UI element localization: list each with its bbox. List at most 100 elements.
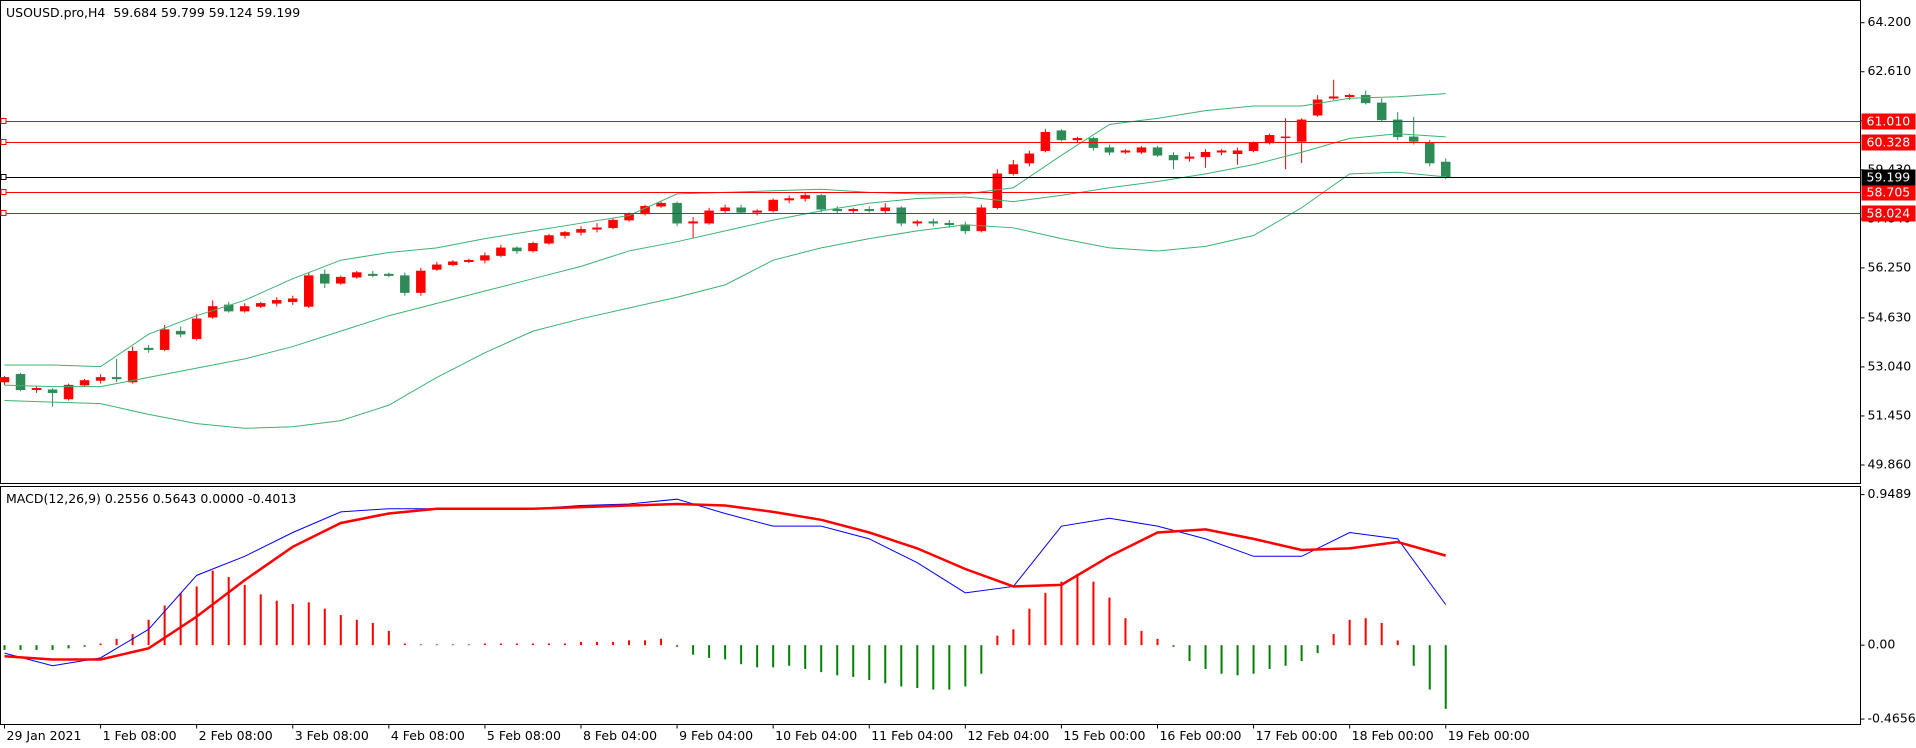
candle-body: [63, 384, 74, 400]
candle-body: [960, 224, 971, 232]
candle-body: [544, 235, 554, 244]
indicator-line: [4, 133, 1446, 388]
candle-body: [1424, 142, 1435, 164]
y-tick-label: 0.9489: [1868, 486, 1912, 501]
candle-body: [1168, 155, 1179, 161]
candle-body: [480, 255, 490, 261]
candle-body: [1392, 119, 1403, 138]
indicator-line: [4, 171, 1446, 429]
candle-body: [1200, 151, 1211, 158]
candle-body: [1216, 150, 1227, 153]
candle-body: [704, 210, 714, 224]
candle-body: [1136, 147, 1147, 153]
y-tick-label: 53.040: [1868, 358, 1912, 373]
candle-body: [1104, 147, 1115, 153]
candle-body: [1408, 136, 1419, 142]
candle-body: [1040, 131, 1051, 151]
indicator-line: [4, 502, 1447, 661]
candle-body: [848, 209, 858, 212]
candle-body: [1232, 150, 1243, 155]
candle-body: [1056, 130, 1067, 141]
candle-body: [1072, 138, 1083, 141]
y-tick-label: 0.00: [1868, 637, 1896, 652]
candle-body: [688, 221, 698, 224]
candle-body: [1152, 147, 1163, 156]
candle-body: [784, 198, 794, 201]
x-tick-label: 19 Feb 00:00: [1448, 728, 1530, 743]
candle-body: [896, 207, 907, 224]
x-tick-label: 15 Feb 00:00: [1063, 728, 1145, 743]
y-tick-label: -0.4656: [1868, 711, 1916, 726]
candle-body: [720, 207, 730, 212]
candle-body: [944, 222, 955, 225]
candle-body: [47, 389, 58, 394]
price-pane: [0, 0, 1861, 484]
candle-body: [512, 247, 522, 252]
candle-body: [1328, 96, 1339, 99]
candle-body: [560, 232, 570, 236]
candle-body: [1280, 136, 1291, 139]
x-tick-label: 8 Feb 04:00: [583, 728, 657, 743]
x-tick-label: 9 Feb 04:00: [679, 728, 753, 743]
x-tick-label: 3 Feb 08:00: [295, 728, 369, 743]
candle-body: [143, 347, 154, 350]
candle-body: [976, 207, 987, 232]
candle-body: [432, 264, 442, 270]
price-level-box: [1861, 169, 1916, 186]
candle-body: [95, 377, 106, 381]
candle-body: [127, 350, 138, 383]
y-tick-label: 51.450: [1868, 407, 1912, 422]
price-level-label: 58.705: [1867, 185, 1911, 200]
candle-body: [880, 207, 891, 212]
x-tick-label: 11 Feb 04:00: [871, 728, 953, 743]
candle-body: [992, 173, 1003, 209]
candle-body: [111, 377, 122, 380]
price-level-label: 59.199: [1867, 170, 1911, 185]
candle-body: [592, 227, 602, 230]
price-level-handle: [0, 189, 7, 195]
candle-body: [816, 195, 826, 210]
y-tick-label: 62.610: [1868, 63, 1912, 78]
x-tick-label: 12 Feb 04:00: [967, 728, 1049, 743]
candle-body: [320, 273, 330, 284]
candle-body: [768, 199, 778, 212]
candle-body: [576, 229, 586, 233]
price-level-box: [1861, 184, 1916, 201]
x-tick-label: 17 Feb 00:00: [1256, 728, 1338, 743]
indicator-title: MACD(12,26,9) 0.2556 0.5643 0.0000 -0.40…: [6, 491, 296, 506]
candle-body: [1376, 102, 1387, 121]
candle-body: [31, 387, 42, 390]
candle-body: [255, 303, 266, 307]
candle-body: [1296, 119, 1307, 142]
candle-body: [1360, 94, 1371, 104]
candle-body: [864, 209, 874, 212]
candle-body: [448, 261, 458, 266]
price-level-box: [1861, 134, 1916, 151]
candle-body: [1248, 142, 1259, 151]
x-tick-label: 2 Feb 08:00: [199, 728, 273, 743]
price-level-handle: [0, 118, 7, 124]
x-tick-label: 4 Feb 08:00: [391, 728, 465, 743]
candle-body: [624, 213, 634, 221]
candle-body: [0, 377, 10, 383]
indicator-title: USOUSD.pro,H4 59.684 59.799 59.124 59.19…: [6, 5, 300, 20]
candle-body: [271, 300, 282, 304]
candle-body: [1024, 153, 1035, 164]
price-level-handle: [0, 139, 7, 145]
x-tick-label: 18 Feb 00:00: [1352, 728, 1434, 743]
y-tick-label: 56.250: [1868, 259, 1912, 274]
candle-body: [608, 219, 618, 229]
candle-body: [528, 242, 538, 252]
candle-body: [736, 207, 746, 213]
price-level-label: 61.010: [1867, 114, 1911, 129]
candle-body: [1440, 161, 1451, 178]
y-tick-label: 54.630: [1868, 309, 1912, 324]
price-level-handle: [0, 210, 7, 216]
candle-body: [752, 210, 762, 213]
candle-body: [79, 380, 90, 386]
macd-pane: [0, 486, 1861, 725]
candle-body: [368, 273, 378, 276]
candle-body: [1344, 94, 1355, 97]
price-level-label: 58.024: [1867, 206, 1911, 221]
